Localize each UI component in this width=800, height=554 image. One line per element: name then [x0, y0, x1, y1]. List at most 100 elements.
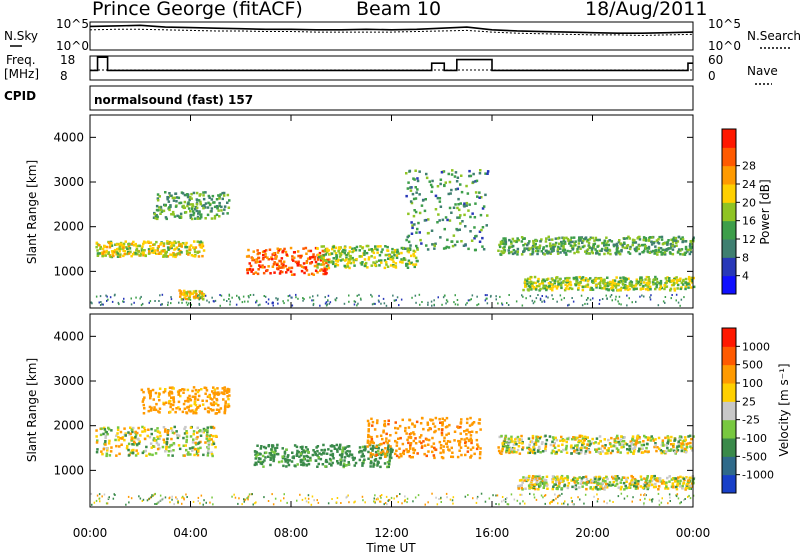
scatter-cell: [198, 217, 202, 220]
scatter-cell: [433, 244, 436, 247]
scatter-cell: [645, 478, 648, 481]
scatter-cell: [142, 403, 145, 407]
scatter-cell: [486, 302, 489, 305]
scatter-cell: [650, 483, 654, 486]
scatter-cell: [118, 255, 122, 258]
scatter-cell: [371, 444, 375, 448]
scatter-cell: [636, 435, 639, 438]
scatter-cell: [105, 431, 108, 434]
scatter-cell: [587, 241, 591, 245]
scatter-cell: [379, 456, 382, 460]
scatter-cell: [337, 250, 340, 253]
scatter-cell: [267, 258, 270, 261]
scatter-cell: [533, 483, 536, 486]
scatter-cell: [531, 483, 534, 487]
scatter-cell: [387, 422, 390, 426]
scatter-cell: [127, 448, 130, 452]
scatter-cell: [652, 439, 655, 442]
scatter-cell: [122, 254, 125, 258]
scatter-cell: [566, 475, 569, 478]
scatter-cell: [276, 298, 279, 301]
scatter-cell: [462, 244, 466, 247]
scatter-cell: [552, 444, 556, 447]
scatter-cell: [458, 216, 461, 219]
scatter-cell: [522, 250, 526, 253]
scatter-cell: [530, 486, 534, 490]
scatter-cell: [613, 444, 617, 448]
scatter-cell: [655, 478, 658, 482]
scatter-cell: [309, 249, 313, 253]
scatter-cell: [422, 440, 425, 443]
scatter-cell: [349, 257, 352, 260]
scatter-cell: [414, 294, 417, 297]
scatter-cell: [476, 195, 479, 198]
scatter-cell: [285, 458, 289, 461]
scatter-cell: [612, 244, 616, 248]
scatter-cell: [438, 200, 442, 203]
scatter-cell: [343, 259, 347, 262]
scatter-cell: [454, 303, 457, 306]
scatter-cell: [418, 440, 421, 443]
scatter-cell: [252, 258, 256, 262]
scatter-cell: [199, 200, 202, 204]
scatter-cell: [528, 240, 531, 243]
scatter-cell: [207, 441, 211, 445]
scatter-cell: [532, 448, 536, 451]
scatter-cell: [454, 294, 456, 297]
scatter-cell: [465, 303, 467, 306]
scatter-cell: [566, 476, 570, 479]
scatter-cell: [264, 252, 267, 256]
scatter-cell: [323, 452, 326, 455]
scatter-cell: [499, 253, 503, 256]
scatter-cell: [638, 447, 641, 450]
scatter-cell: [456, 176, 460, 179]
scatter-cell: [191, 246, 195, 249]
scatter-cell: [243, 300, 246, 303]
scatter-cell: [539, 240, 542, 243]
scatter-cell: [214, 299, 217, 302]
scatter-cell: [459, 183, 462, 186]
scatter-cell: [178, 243, 181, 246]
scatter-cell: [167, 301, 169, 304]
scatter-cell: [309, 262, 312, 265]
noise-right-tick-bottom: 10^0: [708, 39, 741, 53]
scatter-cell: [207, 194, 211, 198]
scatter-cell: [562, 448, 565, 452]
scatter-cell: [438, 440, 442, 444]
scatter-cell: [181, 293, 185, 296]
scatter-cell: [673, 450, 677, 454]
scatter-cell: [182, 436, 185, 440]
scatter-cell: [626, 285, 630, 288]
scatter-cell: [414, 256, 418, 260]
scatter-cell: [302, 449, 305, 452]
colorbar-segment: [722, 220, 736, 240]
scatter-cell: [516, 435, 520, 439]
scatter-cell: [469, 437, 473, 440]
scatter-cell: [675, 276, 678, 279]
scatter-cell: [186, 396, 190, 400]
scatter-cell: [605, 236, 608, 239]
scatter-cell: [395, 449, 398, 452]
scatter-cell: [95, 450, 99, 454]
scatter-cell: [627, 235, 630, 239]
scatter-cell: [219, 407, 223, 410]
noise-left-tick-bottom: 10^0: [56, 39, 89, 53]
scatter-cell: [451, 451, 454, 454]
scatter-cell: [378, 294, 380, 297]
scatter-cell: [98, 497, 101, 500]
colorbar-tick-label: 20: [742, 196, 756, 209]
scatter-cell: [675, 278, 679, 282]
scatter-cell: [463, 205, 466, 208]
scatter-cell: [459, 421, 463, 424]
scatter-cell: [628, 282, 631, 285]
scatter-cell: [346, 454, 350, 457]
scatter-cell: [292, 251, 296, 254]
scatter-cell: [96, 494, 99, 497]
scatter-cell: [627, 288, 630, 292]
scatter-cell: [538, 445, 541, 449]
scatter-cell: [382, 297, 385, 300]
scatter-cell: [163, 403, 166, 406]
scatter-cell: [587, 252, 590, 255]
scatter-cell: [189, 404, 193, 407]
scatter-cell: [338, 447, 342, 451]
